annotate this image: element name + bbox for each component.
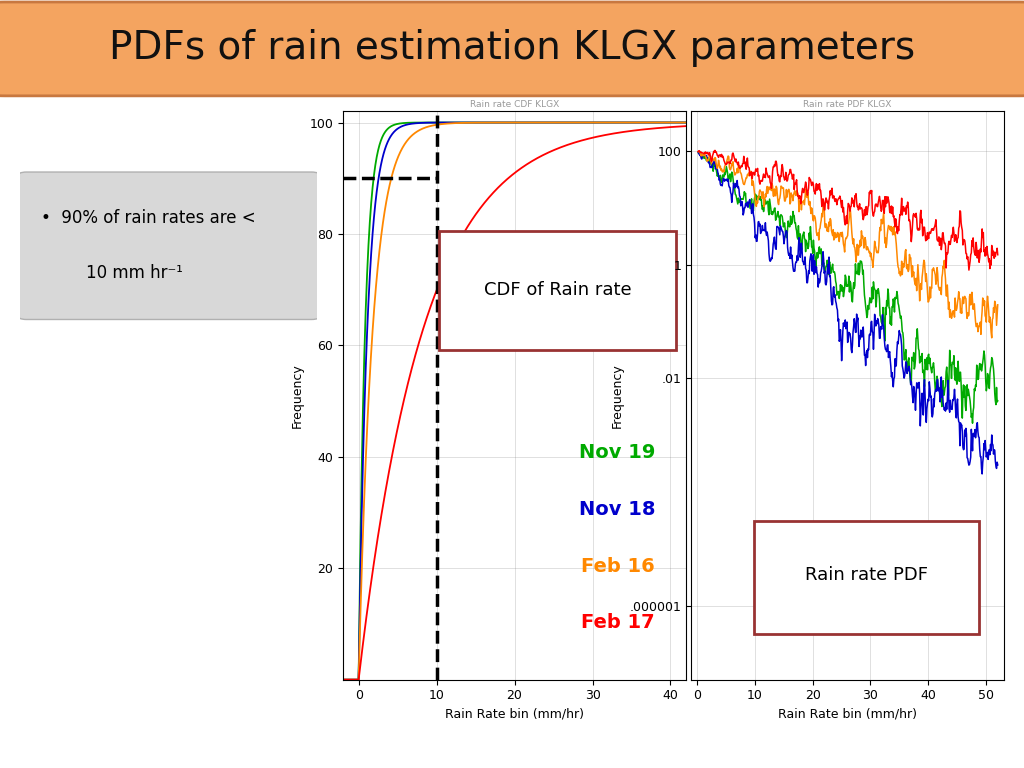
X-axis label: Rain Rate bin (mm/hr): Rain Rate bin (mm/hr) [778, 708, 916, 721]
Text: 10 mm hr⁻¹: 10 mm hr⁻¹ [86, 264, 182, 283]
Text: Nov 18: Nov 18 [580, 500, 655, 518]
Text: Nov 19: Nov 19 [580, 443, 655, 462]
Text: Feb 17: Feb 17 [581, 614, 654, 632]
Y-axis label: Frequency: Frequency [291, 363, 304, 428]
Title: Rain rate CDF KLGX: Rain rate CDF KLGX [470, 100, 559, 109]
FancyBboxPatch shape [754, 521, 979, 634]
Title: Rain rate PDF KLGX: Rain rate PDF KLGX [803, 100, 892, 109]
FancyBboxPatch shape [439, 230, 676, 350]
Text: •  90% of rain rates are <: • 90% of rain rates are < [41, 209, 256, 227]
X-axis label: Rain Rate bin (mm/hr): Rain Rate bin (mm/hr) [445, 708, 584, 721]
Text: CDF of Rain rate: CDF of Rain rate [483, 281, 631, 300]
FancyBboxPatch shape [17, 172, 321, 319]
FancyBboxPatch shape [0, 2, 1024, 96]
Text: PDFs of rain estimation KLGX parameters: PDFs of rain estimation KLGX parameters [109, 29, 915, 67]
Text: Rain rate PDF: Rain rate PDF [805, 565, 928, 584]
Y-axis label: Frequency: Frequency [611, 363, 624, 428]
Text: Feb 16: Feb 16 [581, 557, 654, 575]
